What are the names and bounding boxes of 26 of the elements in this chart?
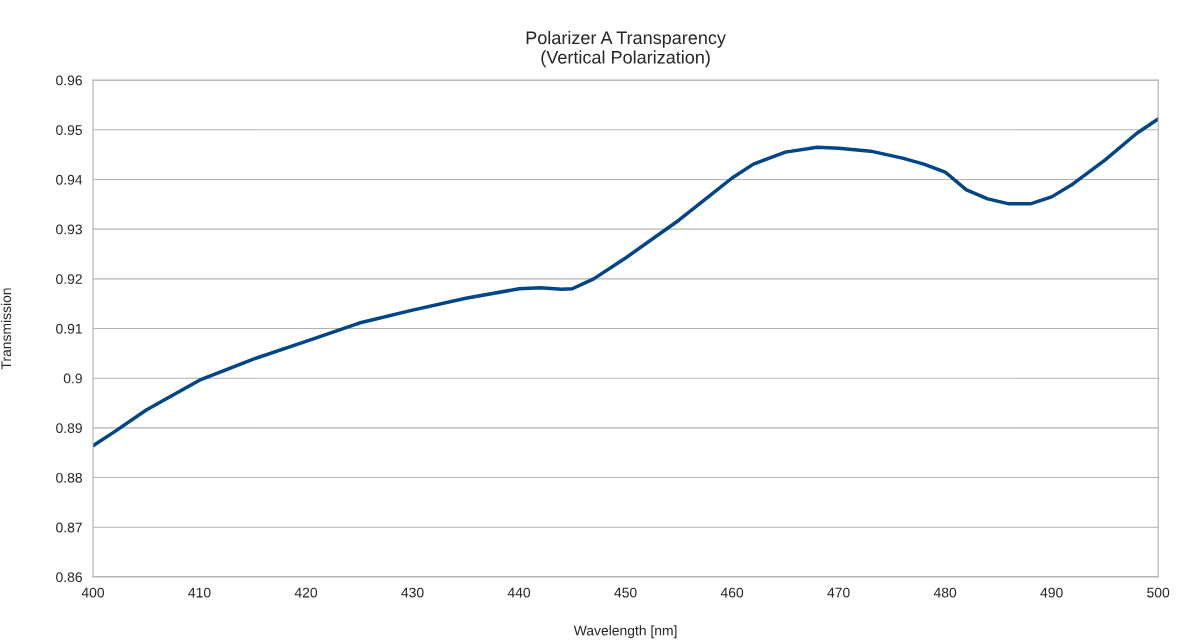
y-tick-label: 0.91: [56, 323, 82, 334]
x-tick-label: 400: [81, 587, 105, 598]
x-tick-label: 440: [507, 587, 531, 598]
x-axis-title: Wavelength [nm]: [573, 625, 677, 639]
y-tick-label: 0.95: [56, 125, 82, 135]
y-axis-title: Transmission: [0, 288, 12, 370]
y-tick-label: 0.92: [56, 274, 82, 284]
x-tick-label: 490: [1040, 587, 1063, 598]
x-tick-label: 450: [614, 587, 637, 598]
x-tick-label: 480: [933, 587, 957, 598]
y-tick-label: 0.86: [56, 572, 82, 583]
x-tick-label: 430: [401, 587, 424, 598]
y-tick-label: 0.94: [56, 174, 83, 185]
x-tick-label: 470: [827, 587, 850, 598]
y-tick-label: 0.88: [56, 472, 82, 483]
x-tick-label: 420: [294, 587, 318, 598]
y-tick-label: 0.89: [56, 423, 82, 434]
x-tick-label: 410: [188, 587, 211, 598]
line-series: [92, 117, 1159, 448]
y-tick-label: 0.96: [56, 75, 82, 86]
y-tick-label: 0.87: [56, 522, 82, 533]
y-tick-label: 0.9: [63, 373, 82, 384]
y-tick-label: 0.93: [56, 224, 82, 235]
x-tick-label: 500: [1147, 587, 1170, 598]
chart-title: Polarizer A Transparency (Vertical Polarization): [526, 30, 726, 68]
x-tick-label: 460: [720, 587, 744, 598]
